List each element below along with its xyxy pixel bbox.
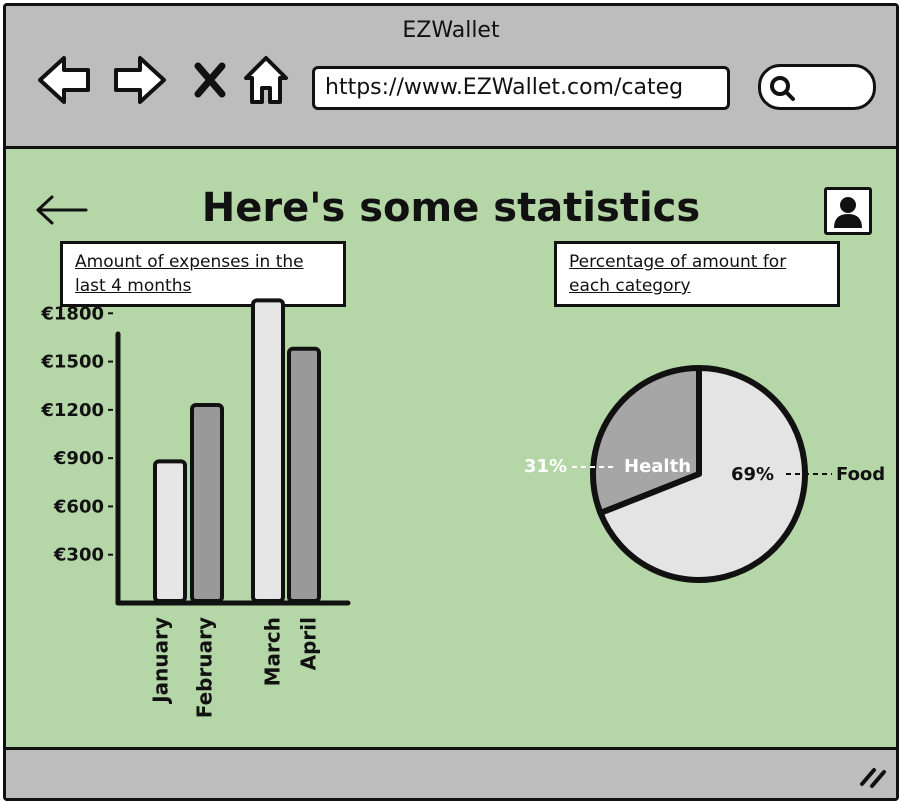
pie-category-label-health: Health	[624, 456, 691, 477]
bar-chart-category-label: January	[149, 617, 173, 705]
browser-toolbar: EZWallet https://www.EZWallet.com/categ	[6, 6, 896, 149]
home-icon[interactable]	[240, 52, 292, 108]
bar-chart-y-tick-label: €1500	[40, 352, 104, 373]
pie-value-label-food: 69%	[731, 464, 774, 485]
pie-value-label-health: 31%	[524, 456, 567, 477]
address-bar-text: https://www.EZWallet.com/categ	[325, 75, 684, 100]
bar-chart-y-tick-label: €600	[53, 496, 104, 517]
resize-grip-icon[interactable]	[856, 762, 890, 790]
search-icon	[770, 76, 795, 101]
address-bar[interactable]: https://www.EZWallet.com/categ	[312, 66, 730, 110]
bar-chart-category-label: February	[193, 617, 217, 718]
bar-february	[190, 403, 224, 603]
browser-window: EZWallet https://www.EZWallet.com/categ …	[3, 3, 899, 801]
profile-button[interactable]	[824, 187, 872, 235]
pie-slice-health	[590, 365, 702, 517]
close-icon[interactable]	[190, 52, 230, 108]
status-bar	[6, 750, 896, 798]
bar-chart-y-tick-label: €1200	[40, 400, 104, 421]
bar-chart-y-tick-label: €900	[53, 448, 104, 469]
bar-april	[287, 346, 321, 603]
window-title: EZWallet	[402, 18, 500, 43]
bar-chart-y-tick-label: €300	[53, 545, 104, 566]
pie-category-label-food: Food	[836, 464, 885, 485]
bar-chart-category-label: April	[297, 617, 321, 670]
bar-january	[153, 459, 187, 603]
charts-canvas: €300 €600 €900 €1200 €1500 €1800 January Februa…	[40, 298, 885, 718]
search-field[interactable]	[758, 64, 876, 110]
bar-chart-label: Amount of expenses in the last 4 months	[60, 241, 346, 307]
forward-arrow-icon[interactable]	[108, 52, 170, 108]
bar-march	[251, 298, 285, 604]
pie-chart-label: Percentage of amount for each category	[554, 241, 840, 307]
bar-chart-y-tick-label: €1800	[40, 303, 104, 324]
pie-slice-food	[597, 365, 808, 583]
bar-chart-category-label: March	[261, 617, 285, 686]
back-arrow-icon[interactable]	[34, 52, 96, 108]
page-title: Here's some statistics	[201, 185, 701, 231]
left-arrow-icon[interactable]	[34, 193, 90, 227]
user-icon	[834, 197, 862, 228]
